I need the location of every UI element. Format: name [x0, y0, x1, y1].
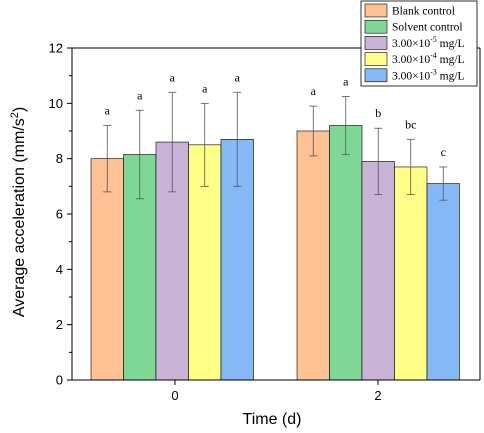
significance-label: c	[441, 145, 446, 159]
legend-swatch	[364, 68, 388, 83]
bar	[296, 130, 330, 381]
significance-label: a	[202, 81, 208, 95]
y-axis-title: Average acceleration (mm/s2)	[9, 107, 28, 317]
y-tick-label: 0	[56, 373, 63, 388]
significance-labels-layer: a a a a a a a b bc c	[105, 70, 446, 159]
error-bars-layer	[103, 91, 448, 201]
y-tick-label: 8	[56, 151, 63, 166]
y-tick-label: 6	[56, 207, 63, 222]
bar	[426, 183, 460, 381]
significance-label: b	[375, 106, 381, 120]
legend-swatch	[364, 36, 388, 50]
legend-label: Blank control	[392, 6, 455, 18]
significance-label: bc	[405, 117, 416, 131]
significance-label: a	[137, 88, 143, 102]
axes-layer: 0 2 4 6 8 10 12 0 2	[49, 41, 481, 403]
significance-label: a	[170, 70, 176, 84]
y-tick-label: 2	[56, 317, 63, 332]
bars-layer	[90, 125, 460, 381]
legend-label: 3.00×10-5 mg/L	[392, 35, 465, 50]
bar	[329, 125, 363, 381]
y-tick-label: 10	[49, 96, 63, 111]
significance-label: a	[105, 103, 111, 117]
bar	[394, 166, 428, 381]
legend-label: 3.00×10-4 mg/L	[392, 51, 465, 66]
significance-label: a	[235, 70, 241, 84]
legend-label: 3.00×10-3 mg/L	[392, 67, 465, 82]
significance-label: a	[343, 74, 349, 88]
bar	[90, 158, 124, 381]
legend-swatch	[364, 52, 388, 66]
legend-swatch	[364, 19, 388, 34]
legend-swatch	[364, 3, 388, 18]
legend-label: Solvent control	[392, 22, 463, 34]
y-tick-label: 4	[56, 262, 63, 277]
x-axis-title: Time (d)	[243, 411, 302, 428]
significance-label: a	[311, 84, 317, 98]
x-tick-label: 2	[374, 388, 381, 403]
x-tick-label: 0	[171, 388, 178, 403]
y-tick-label: 12	[49, 41, 63, 56]
bar	[361, 161, 395, 381]
